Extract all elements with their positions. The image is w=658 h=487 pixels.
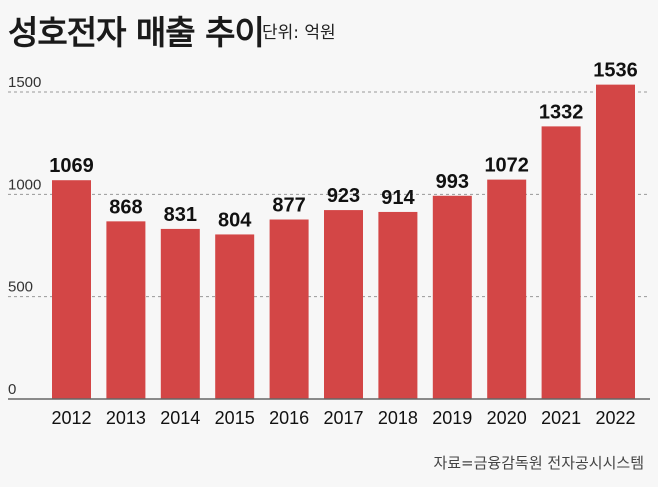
data-label: 804 <box>218 209 252 231</box>
bar <box>541 126 581 399</box>
data-label: 868 <box>109 196 142 218</box>
unit-label: 단위: 억원 <box>262 23 336 43</box>
x-tick-label: 2016 <box>269 408 309 428</box>
x-tick-label: 2013 <box>106 408 146 428</box>
bar <box>52 180 91 399</box>
y-tick-label: 500 <box>8 279 33 296</box>
x-tick-label: 2014 <box>160 408 200 428</box>
x-tick-label: 2019 <box>432 408 472 428</box>
source-note: 자료=금융감독원 전자공시시스템 <box>433 454 644 472</box>
data-label: 877 <box>272 195 305 217</box>
x-tick-label: 2017 <box>323 408 363 428</box>
y-tick-label: 1000 <box>8 176 41 193</box>
bar <box>160 228 200 399</box>
data-label: 923 <box>327 185 360 207</box>
x-tick-label: 2018 <box>378 408 418 428</box>
bar <box>106 221 146 399</box>
chart-title: 성호전자 매출 추이 <box>8 13 265 52</box>
bar <box>596 84 635 399</box>
bar <box>324 210 363 399</box>
y-tick-label: 0 <box>8 381 16 398</box>
bar <box>487 179 527 399</box>
bar <box>432 195 472 399</box>
x-tick-label: 2012 <box>51 408 91 428</box>
data-label: 914 <box>381 187 415 209</box>
x-tick-label: 2020 <box>487 408 527 428</box>
bar <box>269 219 309 399</box>
x-tick-label: 2015 <box>215 408 255 428</box>
data-label: 1069 <box>49 155 94 177</box>
data-label: 993 <box>436 171 469 193</box>
data-label: 1536 <box>593 60 638 82</box>
bar <box>215 234 255 399</box>
bar <box>378 211 418 399</box>
x-tick-label: 2021 <box>541 408 581 428</box>
x-tick-label: 2022 <box>595 408 635 428</box>
data-label: 831 <box>164 204 197 226</box>
y-tick-label: 1500 <box>8 74 41 91</box>
data-label: 1332 <box>539 101 584 123</box>
data-label: 1072 <box>484 155 529 177</box>
